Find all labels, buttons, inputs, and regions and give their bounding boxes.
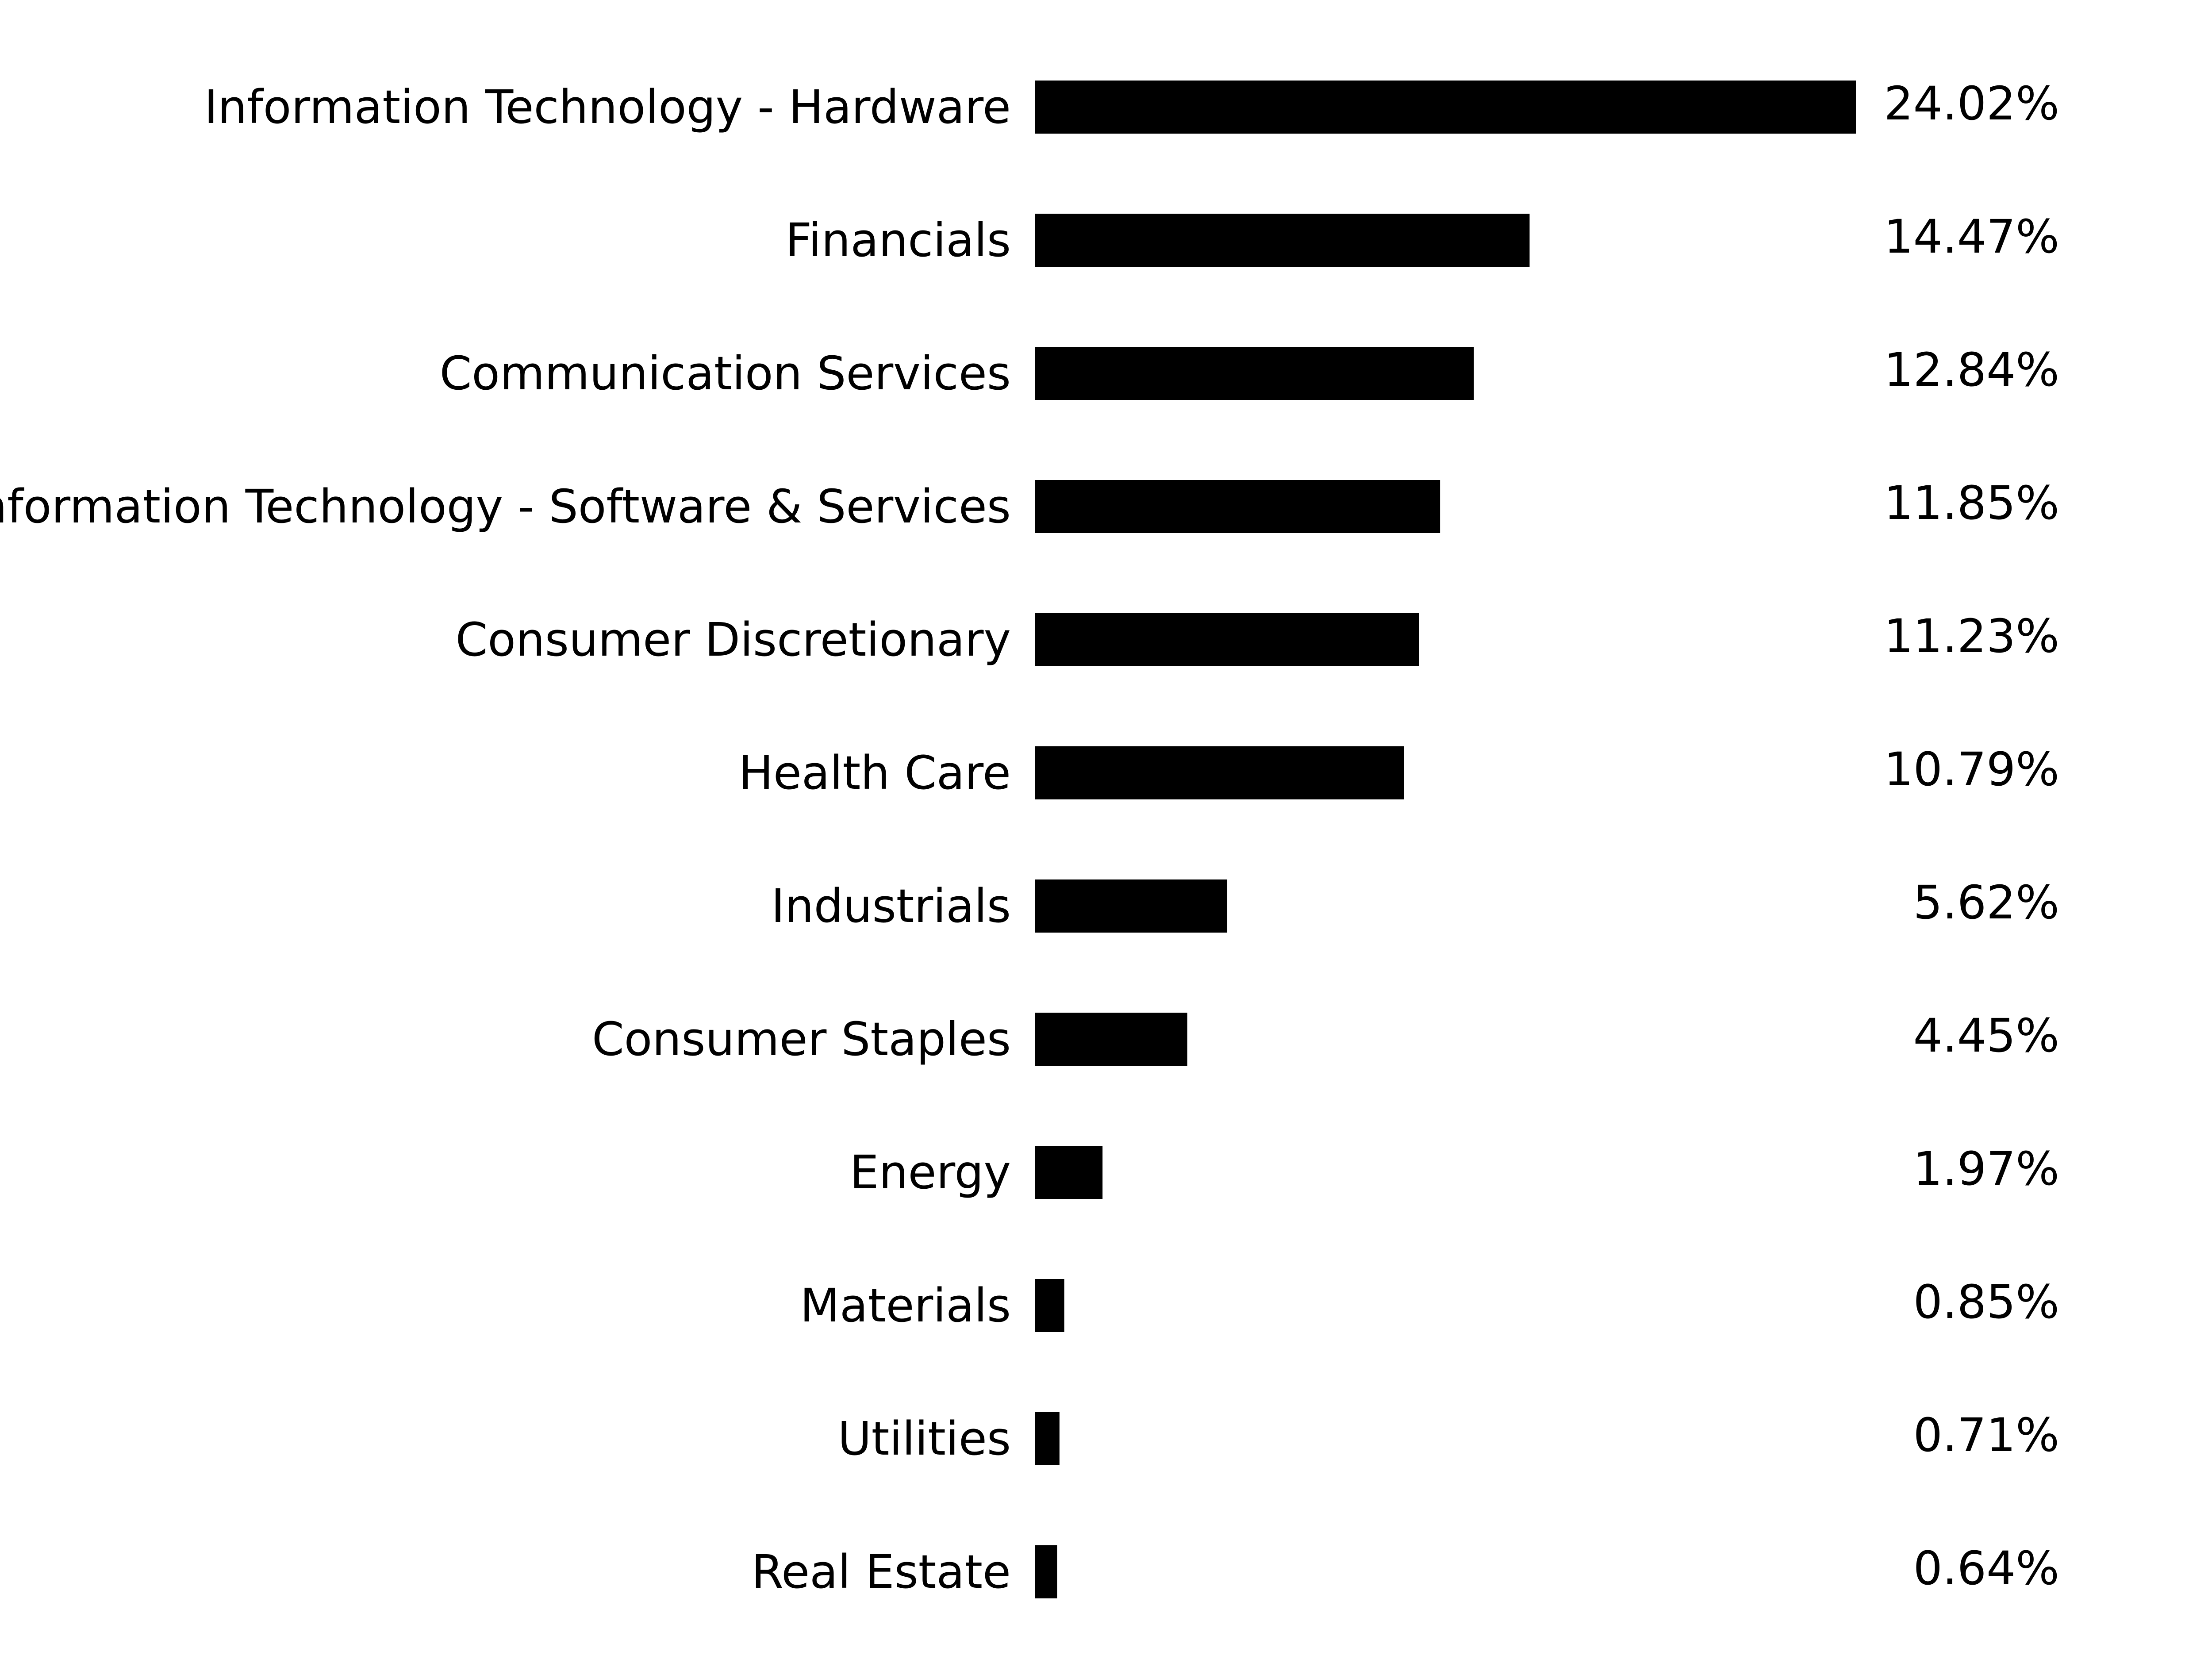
value-labels-group: 24.02% 14.47% 12.84% 11.85% 11.23% 10.79% 5.62…	[1884, 77, 2059, 1595]
category-label-7: Consumer Staples	[592, 1012, 1011, 1066]
category-label-5: Health Care	[739, 746, 1011, 800]
category-label-3: Information Technology - Software & Serv…	[0, 480, 1011, 534]
category-labels-group: Information Technology - Hardware Financi…	[0, 80, 1011, 1599]
bar-4	[1035, 613, 1419, 666]
value-label-7: 4.45%	[1913, 1009, 2059, 1063]
value-label-8: 1.97%	[1913, 1142, 2059, 1196]
category-label-6: Industrials	[771, 879, 1011, 933]
category-label-9: Materials	[800, 1279, 1011, 1333]
value-label-0: 24.02%	[1884, 77, 2059, 131]
category-label-1: Financials	[785, 213, 1011, 267]
value-label-9: 0.85%	[1913, 1275, 2059, 1329]
category-label-10: Utilities	[838, 1412, 1011, 1466]
category-label-4: Consumer Discretionary	[456, 613, 1011, 667]
value-label-6: 5.62%	[1913, 876, 2059, 929]
bar-0	[1035, 81, 1856, 134]
category-label-8: Energy	[850, 1145, 1011, 1199]
bar-2	[1035, 347, 1474, 400]
bar-5	[1035, 746, 1404, 799]
value-label-3: 11.85%	[1884, 476, 2059, 530]
bar-11	[1035, 1545, 1057, 1598]
bar-10	[1035, 1412, 1060, 1465]
bar-6	[1035, 879, 1228, 933]
value-label-5: 10.79%	[1884, 742, 2059, 796]
category-label-11: Real Estate	[752, 1545, 1011, 1599]
bar-1	[1035, 214, 1530, 267]
bar-8	[1035, 1146, 1103, 1199]
value-label-1: 14.47%	[1884, 210, 2059, 264]
category-label-0: Information Technology - Hardware	[204, 80, 1011, 134]
bar-3	[1035, 480, 1440, 533]
value-label-10: 0.71%	[1913, 1408, 2059, 1462]
value-label-2: 12.84%	[1884, 343, 2059, 397]
bar-9	[1035, 1279, 1064, 1332]
value-label-11: 0.64%	[1913, 1541, 2059, 1595]
bar-7	[1035, 1013, 1187, 1066]
bars-group	[1035, 81, 1856, 1598]
value-label-4: 11.23%	[1884, 609, 2059, 663]
category-label-2: Communication Services	[440, 346, 1011, 400]
